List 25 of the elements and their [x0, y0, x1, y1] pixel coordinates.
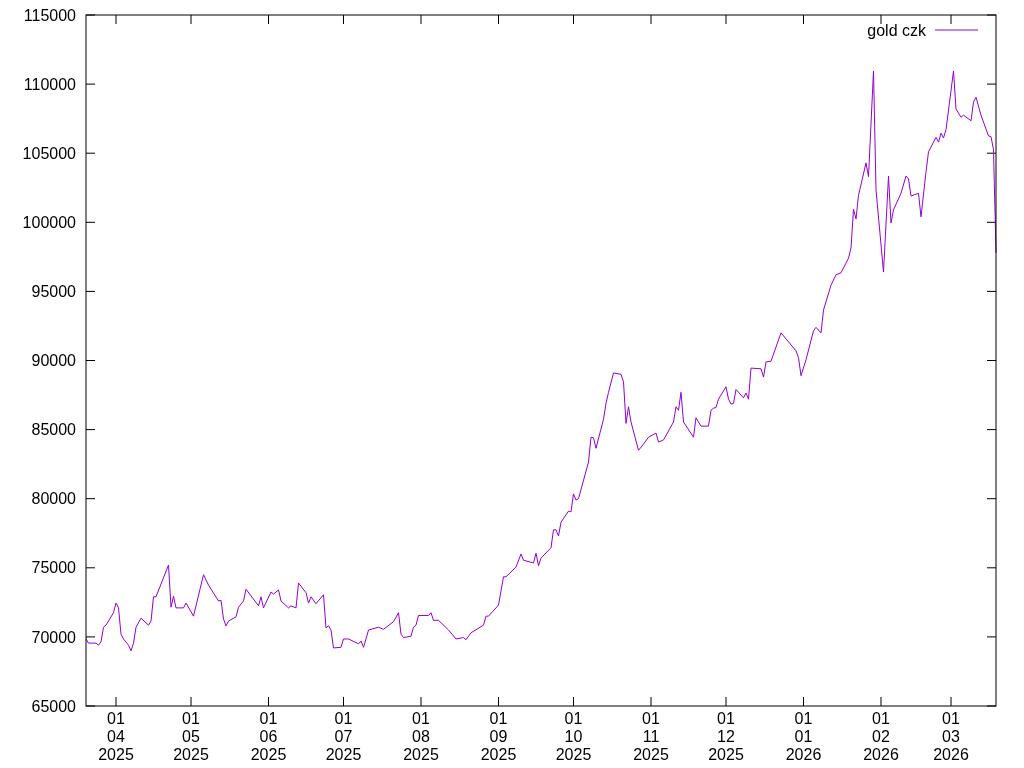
y-tick-label: 115000 — [23, 6, 77, 24]
x-tick-label: 01 10 2025 — [555, 710, 592, 763]
x-tick-label: 01 09 2025 — [480, 710, 517, 763]
y-tick-label: 110000 — [23, 75, 77, 93]
y-tick-label: 75000 — [31, 559, 77, 577]
y-tick-label: 65000 — [31, 697, 77, 715]
y-tick-label: 90000 — [31, 352, 77, 370]
y-tick-label: 70000 — [31, 628, 77, 646]
y-tick-label: 100000 — [22, 213, 77, 231]
legend-label: gold czk — [867, 21, 927, 39]
x-tick-label: 01 01 2026 — [785, 710, 822, 763]
x-tick-label: 01 06 2025 — [250, 710, 287, 763]
x-tick-label: 01 08 2025 — [403, 710, 439, 763]
y-tick-label: 95000 — [31, 283, 77, 300]
x-tick-label: 01 02 2026 — [863, 710, 899, 763]
y-tick-label: 105000 — [22, 144, 77, 162]
y-tick-label: 80000 — [31, 490, 77, 508]
x-tick-label: 01 05 2025 — [173, 710, 209, 763]
x-tick-label: 01 04 2025 — [98, 710, 134, 763]
x-tick-label: 01 11 2025 — [633, 710, 669, 763]
y-tick-label: 85000 — [31, 421, 77, 439]
line-series — [85, 70, 997, 652]
x-tick-label: 01 07 2025 — [325, 710, 362, 763]
x-tick-label: 01 12 2025 — [708, 710, 744, 763]
x-tick-label: 01 03 2026 — [933, 710, 969, 763]
